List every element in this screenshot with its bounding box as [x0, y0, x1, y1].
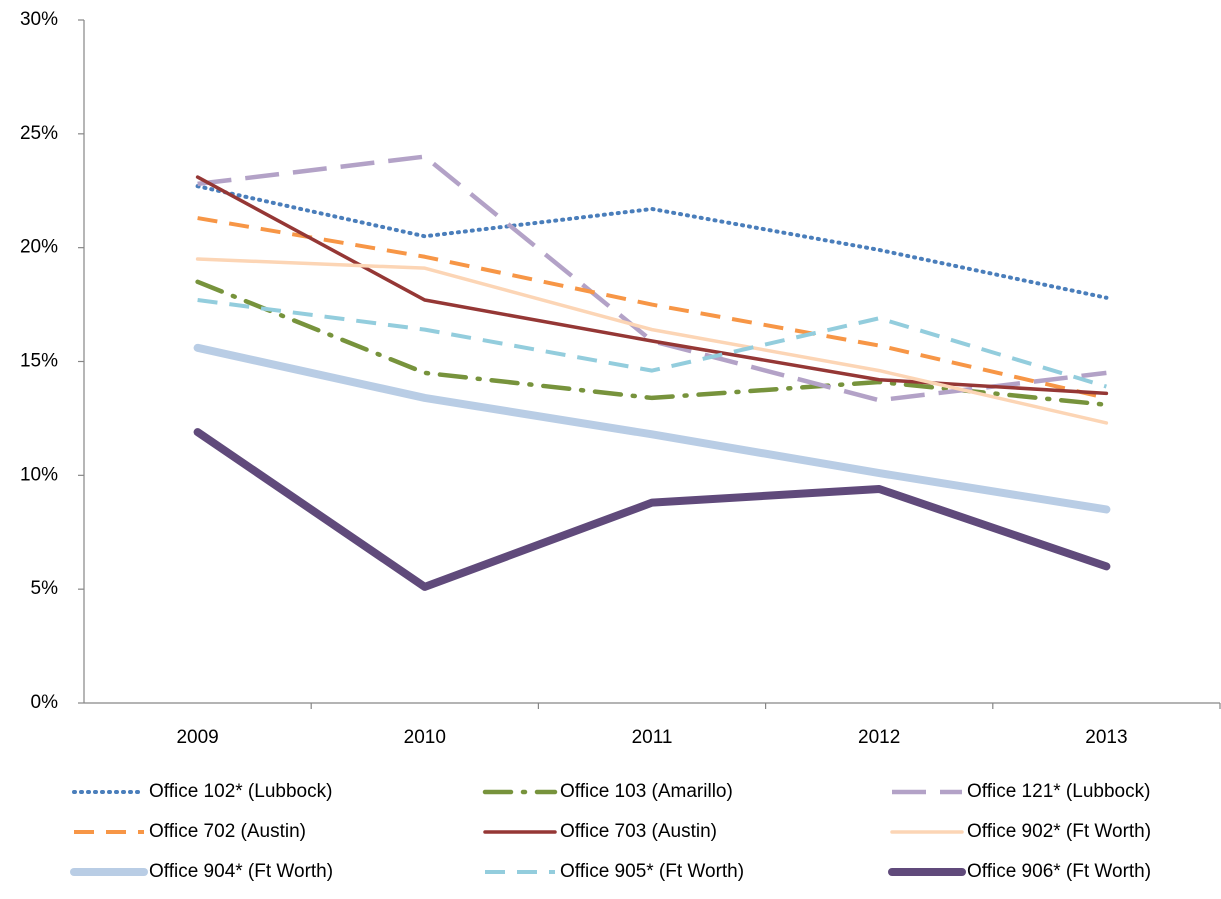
series-line	[195, 279, 1109, 408]
series-line	[195, 184, 1109, 300]
y-tick-label: 20%	[20, 237, 58, 258]
legend-label: Office 703 (Austin)	[560, 821, 717, 842]
series-line	[195, 257, 1109, 425]
legend-label: Office 702 (Austin)	[149, 821, 306, 842]
y-tick-label: 15%	[20, 351, 58, 372]
series-line	[197, 298, 1107, 389]
x-tick-label: 2009	[176, 727, 218, 748]
series-line	[193, 343, 1111, 514]
legend-label: Office 906* (Ft Worth)	[967, 861, 1151, 882]
legend-label: Office 103 (Amarillo)	[560, 781, 733, 802]
series-line	[197, 216, 1107, 400]
series-line	[195, 175, 1109, 396]
y-tick-label: 10%	[20, 464, 58, 485]
y-tick-label: 25%	[20, 123, 58, 144]
y-tick-label: 30%	[20, 9, 58, 30]
legend-label: Office 902* (Ft Worth)	[967, 821, 1151, 842]
series-line	[193, 428, 1111, 591]
x-tick-label: 2011	[632, 727, 673, 748]
legend-label: Office 905* (Ft Worth)	[560, 861, 744, 882]
x-tick-label: 2013	[1085, 727, 1127, 748]
x-tick-label: 2012	[858, 727, 900, 748]
y-tick-label: 0%	[31, 692, 59, 713]
legend-label: Office 904* (Ft Worth)	[149, 861, 333, 882]
y-tick-label: 5%	[31, 578, 59, 599]
x-tick-label: 2010	[404, 727, 446, 748]
legend-label: Office 121* (Lubbock)	[967, 781, 1150, 802]
legend-label: Office 102* (Lubbock)	[149, 781, 332, 802]
series-line	[197, 154, 1107, 403]
